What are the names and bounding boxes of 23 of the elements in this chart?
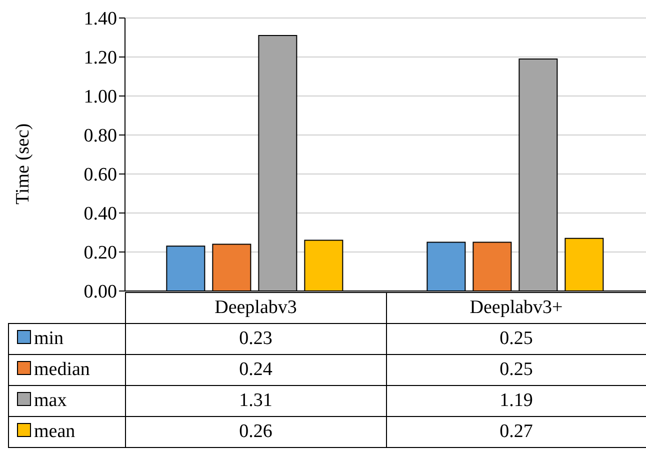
y-tick-label: 1.40 [84, 8, 117, 30]
y-tick-label: 1.20 [84, 48, 117, 69]
legend-label: mean [8, 416, 126, 448]
data-label: 0.27 [386, 416, 646, 448]
y-tick-label: 0.00 [84, 282, 117, 303]
data-label: 0.25 [386, 324, 646, 354]
data-label: 1.31 [126, 386, 386, 416]
data-label: 0.24 [126, 354, 386, 386]
data-label: 0.23 [126, 324, 386, 354]
legend-label: median [8, 354, 126, 386]
y-axis-title: Time (sec) [12, 123, 34, 204]
x-tick-label: Deeplabv3 [126, 292, 386, 324]
data-label: 0.25 [386, 354, 646, 386]
legend-label: min [8, 324, 126, 354]
data-label: 0.26 [126, 416, 386, 448]
data-label: 1.19 [386, 386, 646, 416]
y-tick-label: 0.40 [84, 204, 117, 225]
y-tick-label: 0.20 [84, 242, 117, 264]
y-tick-label: 0.60 [84, 164, 117, 186]
x-tick-label: Deeplabv3+ [386, 292, 646, 324]
y-tick-label: 1.00 [84, 86, 117, 108]
y-tick-label: 0.80 [84, 126, 117, 147]
legend-label: max [8, 386, 126, 416]
